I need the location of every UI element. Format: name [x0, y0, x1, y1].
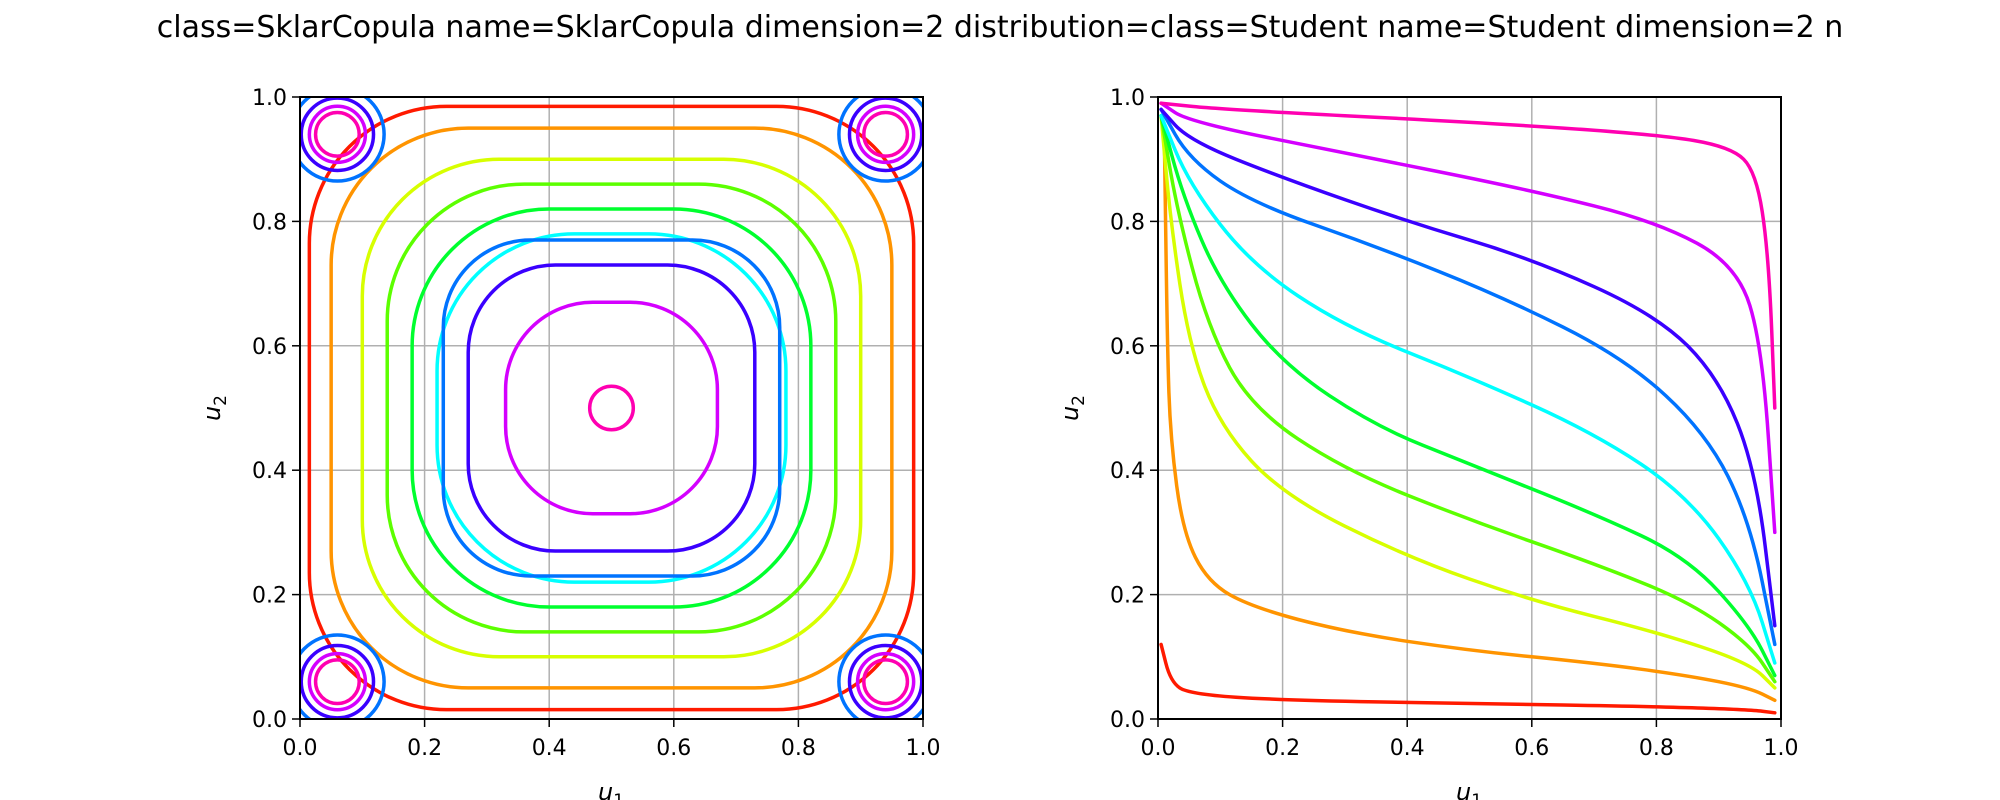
pdf-contour-level-7	[441, 238, 782, 578]
cdf-y-tick-label: 0.2	[1110, 584, 1145, 609]
pdf-y-tick-label: 0.6	[252, 335, 287, 360]
cdf-contour-level-6	[1159, 113, 1777, 665]
pdf-plot-frame	[299, 96, 924, 720]
cdf-contour-level-1	[1159, 642, 1777, 715]
pdf-contour-level-3	[360, 157, 863, 659]
cdf-contour-level-7	[1159, 107, 1777, 647]
pdf-corner-loop	[307, 651, 368, 712]
pdf-y-ticks: 0.0 0.2 0.4 0.6 0.8 1.0	[252, 86, 300, 733]
cdf-x-tick-label: 0.0	[1141, 736, 1176, 761]
pdf-x-tick-label: 0.4	[532, 736, 567, 761]
cdf-y-label-sub: 2	[1069, 395, 1089, 406]
pdf-x-tick-label: 0.0	[283, 736, 318, 761]
pdf-corner-loop	[837, 97, 923, 183]
cdf-contour-axes: 0.00.20.40.60.81.0 0.00.20.40.60.81.0 u1…	[1056, 86, 1799, 800]
cdf-contour-level-5	[1159, 113, 1777, 678]
cdf-plot-frame	[1157, 96, 1782, 720]
pdf-x-label-main: u	[598, 778, 613, 800]
pdf-corner-loop	[300, 97, 376, 173]
pdf-x-tick-label: 0.6	[656, 736, 691, 761]
cdf-x-axis-label: u1	[1456, 778, 1482, 800]
pdf-corner-loop	[300, 97, 386, 183]
pdf-x-tick-label: 1.0	[906, 736, 941, 761]
cdf-contour-level-8	[1159, 107, 1777, 628]
cdf-x-label-sub: 1	[1471, 791, 1482, 800]
pdf-contour-level-4	[385, 182, 838, 634]
pdf-corner-loop	[862, 110, 910, 158]
cdf-y-tick-label: 1.0	[1110, 86, 1145, 111]
pdf-contour-lines	[300, 97, 923, 719]
pdf-x-tick-label: 0.2	[407, 736, 442, 761]
cdf-x-label-main: u	[1456, 778, 1471, 800]
cdf-x-tick-label: 0.6	[1514, 736, 1549, 761]
pdf-x-label-sub: 1	[613, 791, 624, 800]
pdf-corner-loop	[307, 104, 368, 165]
pdf-x-tick-label: 0.8	[781, 736, 816, 761]
cdf-contour-lines	[1159, 101, 1777, 715]
pdf-corner-loop	[855, 104, 916, 165]
cdf-x-tick-label: 1.0	[1764, 736, 1799, 761]
cdf-x-ticks: 0.0 0.2 0.4 0.6 0.8 1.0	[1141, 719, 1799, 761]
pdf-corner-loop	[862, 658, 910, 706]
pdf-x-axis-label: u1	[598, 778, 624, 800]
cdf-y-tick-label: 0.4	[1110, 459, 1145, 484]
pdf-y-label-main: u	[198, 406, 226, 421]
pdf-corner-loop	[313, 658, 361, 706]
cdf-x-tick-label: 0.8	[1639, 736, 1674, 761]
pdf-x-ticks: 0.0 0.2 0.4 0.6 0.8 1.0	[283, 719, 941, 761]
pdf-corner-loop	[837, 633, 923, 719]
cdf-y-axis-label: u2	[1056, 395, 1089, 421]
pdf-contour-level-2	[329, 126, 894, 690]
pdf-y-axis-label: u2	[198, 395, 231, 421]
cdf-contour-level-3	[1159, 113, 1777, 690]
pdf-y-tick-label: 0.4	[252, 459, 287, 484]
pdf-grid	[299, 96, 924, 720]
pdf-y-label-sub: 2	[211, 395, 231, 406]
pdf-corner-loop	[847, 643, 923, 719]
pdf-y-tick-label: 0.2	[252, 584, 287, 609]
cdf-grid	[1157, 96, 1782, 720]
pdf-contour-level-6	[435, 232, 788, 584]
pdf-contour-level-10	[587, 384, 636, 432]
pdf-corner-loop	[855, 651, 916, 712]
pdf-y-tick-label: 0.0	[252, 708, 287, 733]
pdf-contour-level-9	[503, 300, 720, 516]
pdf-contour-level-8	[466, 263, 757, 553]
cdf-y-tick-label: 0.8	[1110, 210, 1145, 235]
cdf-contour-level-2	[1162, 126, 1777, 703]
pdf-contour-axes: 0.00.20.40.60.81.0 0.00.20.40.60.81.0 u1…	[198, 86, 941, 800]
figure-title: class=SklarCopula name=SklarCopula dimen…	[156, 10, 1844, 45]
cdf-x-tick-label: 0.4	[1390, 736, 1425, 761]
pdf-contour-level-1	[307, 104, 916, 712]
cdf-contour-level-4	[1159, 113, 1777, 684]
pdf-corner-loop	[847, 97, 923, 173]
cdf-y-label-main: u	[1056, 406, 1084, 421]
cdf-contour-level-9	[1159, 101, 1777, 535]
cdf-y-ticks: 0.0 0.2 0.4 0.6 0.8 1.0	[1110, 86, 1158, 733]
cdf-x-tick-label: 0.2	[1265, 736, 1300, 761]
pdf-y-tick-label: 0.8	[252, 210, 287, 235]
pdf-corner-loop	[300, 643, 376, 719]
pdf-corner-loop	[300, 633, 386, 719]
cdf-contour-level-10	[1159, 101, 1777, 410]
pdf-y-tick-label: 1.0	[252, 86, 287, 111]
pdf-corner-loop	[313, 110, 361, 158]
cdf-y-tick-label: 0.6	[1110, 335, 1145, 360]
pdf-contour-level-5	[410, 207, 813, 609]
cdf-y-tick-label: 0.0	[1110, 708, 1145, 733]
